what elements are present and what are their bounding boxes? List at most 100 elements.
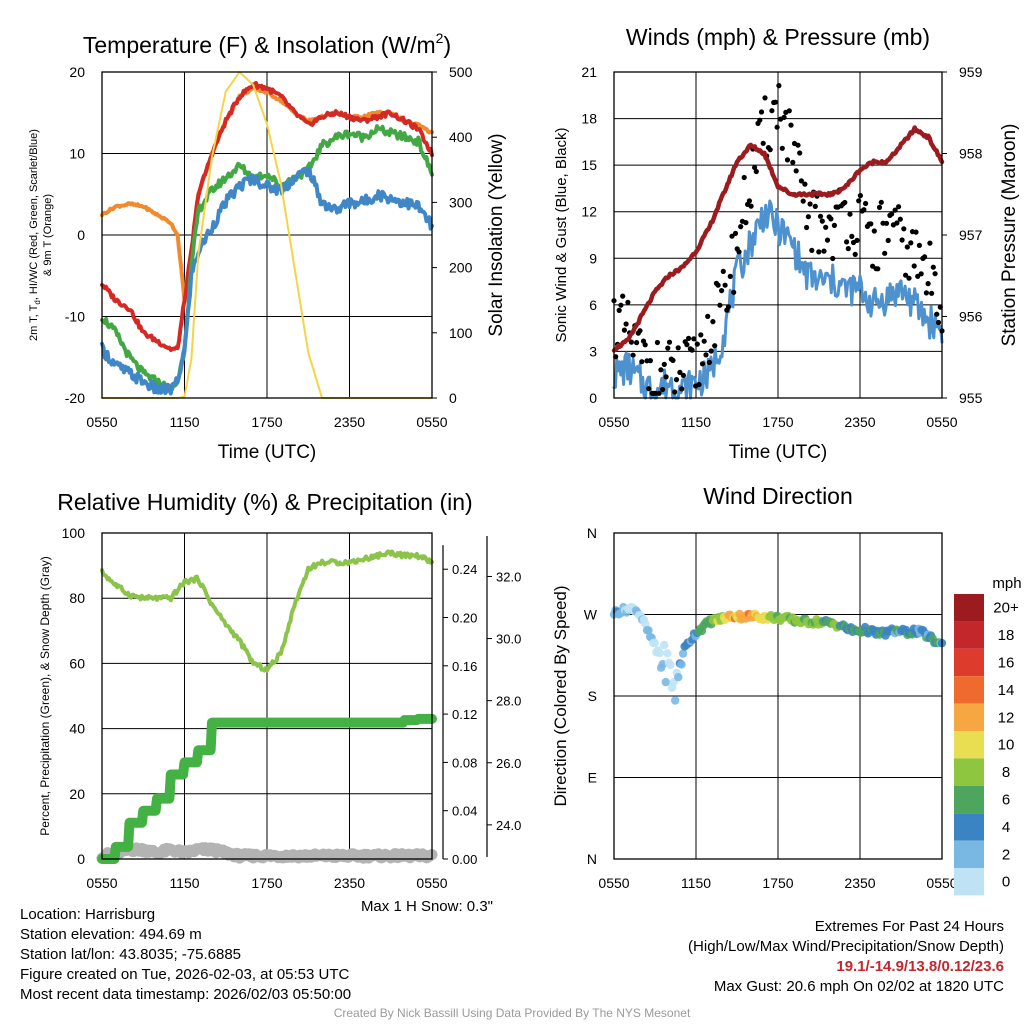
y-tick-label: 15 [581, 157, 597, 173]
colorbar-label: 2 [1002, 846, 1010, 863]
colorbar-swatch [954, 648, 984, 677]
y-tick-label: -20 [65, 390, 85, 406]
temperature-line [100, 80, 434, 352]
wind-direction-panel: Wind Direction 0550 1150 1750 2350 0550NESWN… [551, 483, 1022, 896]
precipitation-axis: 0.00 0.04 0.08 0.12 0.16 0.20 0.24 [442, 545, 477, 867]
gust-point [925, 281, 931, 287]
gust-point [663, 374, 669, 380]
gust-point [830, 255, 836, 262]
gust-point [847, 211, 853, 217]
gust-point [885, 237, 891, 244]
colorbar-title: mph [992, 575, 1021, 592]
gust-point [927, 240, 933, 246]
y-tick-label: 10 [69, 146, 85, 162]
gust-point [665, 345, 671, 351]
colorbar-swatch [954, 840, 984, 868]
gust-point [908, 240, 914, 246]
x-tick-label: 2350 [844, 875, 875, 891]
snow-depth-line [96, 842, 438, 864]
humidity-title: Relative Humidity (%) & Precipitation (i… [57, 489, 472, 515]
gust-point [793, 168, 799, 174]
gust-point [680, 372, 687, 378]
gust-point [930, 264, 936, 270]
plot-border [101, 532, 433, 860]
nine-meter-temperature-line [100, 85, 434, 303]
gust-point [628, 339, 635, 345]
gust-point [694, 341, 700, 347]
gust-point [719, 288, 725, 294]
y-tick-label: 3 [589, 343, 597, 359]
gust-point [647, 358, 654, 364]
colorbar-swatch [954, 813, 984, 841]
gust-point [630, 352, 636, 358]
plot-border [101, 71, 433, 399]
winds-panel: Winds (mph) & Pressure (mb) 0550 1150 1750… [553, 24, 1020, 463]
wind-direction-point [671, 696, 680, 705]
y-tick-label: W [584, 607, 598, 623]
gust-point [620, 293, 626, 299]
gust-point [798, 178, 805, 184]
gust-point [817, 213, 824, 219]
wind-direction-point [666, 660, 675, 670]
colorbar-label: 16 [998, 655, 1015, 672]
gust-point [802, 181, 808, 187]
gust-point [776, 83, 782, 89]
gust-point [844, 239, 850, 245]
wind-direction-point [644, 626, 653, 635]
x-tick-label: 0550 [416, 414, 447, 430]
gust-point [863, 200, 869, 207]
gust-point [812, 203, 818, 209]
x-tick-label: 2350 [334, 414, 365, 430]
temperature-ylabel-line2: & 9m T (Orange) [42, 194, 54, 276]
gust-point [767, 147, 773, 153]
y2-tick-label: 956 [959, 309, 983, 325]
colorbar-label: 18 [998, 627, 1015, 644]
station-info: Location: Harrisburg Station elevation: … [20, 905, 351, 1005]
gust-point [696, 381, 702, 388]
x-tick-label: 1150 [169, 414, 199, 430]
gust-point [788, 122, 794, 128]
gust-point [654, 339, 661, 346]
wind-direction-title: Wind Direction [703, 483, 853, 509]
y2-tick-label: 957 [959, 227, 983, 243]
gust-point [634, 340, 640, 346]
y-tick-label: 60 [69, 655, 85, 671]
gust-point [689, 347, 695, 353]
gust-point [823, 224, 829, 230]
x-tick-label: 1150 [681, 875, 711, 891]
extremes-values: 19.1/-14.9/13.8/0.12/23.6 [836, 958, 1004, 975]
y-tick-label: 20 [69, 64, 85, 80]
temperature-panel: Temperature (F) & Insolation (W/m2) 0550… [28, 30, 507, 463]
gust-point [743, 220, 749, 226]
wind-chill-line [100, 166, 434, 396]
gust-point [705, 313, 711, 319]
gust-point [868, 221, 874, 227]
gust-point [760, 140, 766, 146]
x-tick-label: 1150 [681, 414, 711, 430]
station-pressure-y2label: Station Pressure (Maroon) [999, 124, 1020, 347]
gust-point [831, 222, 838, 228]
gust-point [819, 218, 825, 224]
y2-tick-label: 958 [959, 146, 983, 162]
gust-point [934, 311, 940, 317]
winds-ylabel: Sonic Wind & Gust (Blue, Black) [553, 127, 570, 342]
x-tick-label: 0550 [926, 414, 957, 430]
wind-direction-point [674, 673, 683, 682]
plot-border [613, 532, 943, 860]
gust-point [727, 273, 733, 279]
y-tick-label: 0 [77, 851, 85, 867]
x-tick-label: 1150 [169, 875, 199, 891]
y-tick-label: 18 [581, 111, 597, 127]
gust-point [738, 224, 744, 230]
gust-point [618, 302, 624, 308]
gust-point [717, 302, 723, 308]
station-location: Location: Harrisburg [20, 906, 156, 923]
y2-tick-label: 500 [449, 64, 473, 80]
snow-depth-tick-label: 26.0 [496, 756, 521, 771]
gust-point [666, 339, 673, 345]
x-tick-label: 1750 [762, 875, 793, 891]
y2-tick-label: 300 [449, 194, 473, 210]
precipitation-tick-label: 0.00 [452, 852, 477, 867]
wind-direction-point [677, 660, 686, 669]
